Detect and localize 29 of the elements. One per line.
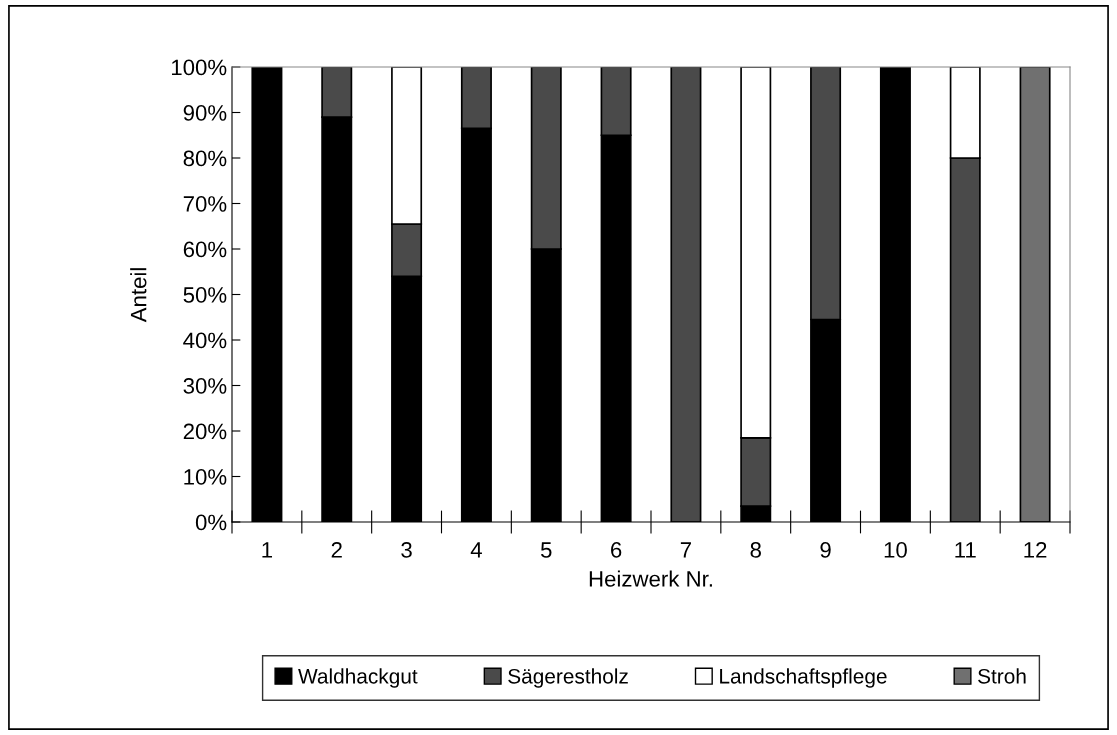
y-tick-label: 0% — [195, 514, 227, 531]
x-tick-label: 6 — [611, 542, 622, 558]
x-tick-label: 8 — [750, 542, 761, 558]
x-axis-title: Heizwerk Nr. — [589, 570, 712, 587]
y-tick-label: 70% — [183, 196, 227, 212]
x-tick-label: 3 — [401, 542, 412, 558]
x-tick-label: 4 — [470, 542, 482, 558]
x-tick-label: 9 — [820, 542, 831, 558]
x-tick-label: 10 — [884, 542, 907, 558]
x-tick-label: 11 — [955, 542, 976, 558]
y-tick-label: 100% — [172, 59, 227, 76]
y-tick-label: 60% — [183, 241, 227, 258]
y-tick-label: 50% — [183, 287, 227, 303]
x-tick-label: 2 — [331, 542, 342, 558]
x-tick-label: 12 — [1024, 542, 1047, 558]
legend-label: Waldhackgut — [298, 668, 418, 688]
y-tick-label: 20% — [183, 423, 227, 440]
legend-label: Stroh — [978, 668, 1026, 684]
x-tick-label: 7 — [680, 542, 691, 558]
y-tick-label: 10% — [184, 469, 227, 485]
y-tick-label: 30% — [183, 378, 227, 394]
y-tick-label: 90% — [183, 105, 227, 121]
y-axis-title: Anteil — [130, 268, 147, 323]
legend-label: Landschaftspflege — [720, 668, 887, 688]
y-tick-label: 80% — [183, 150, 227, 167]
legend-label: Sägerestholz — [508, 668, 628, 688]
x-tick-label: 1 — [262, 542, 273, 558]
x-tick-label: 5 — [540, 542, 552, 558]
y-tick-label: 40% — [183, 332, 227, 349]
